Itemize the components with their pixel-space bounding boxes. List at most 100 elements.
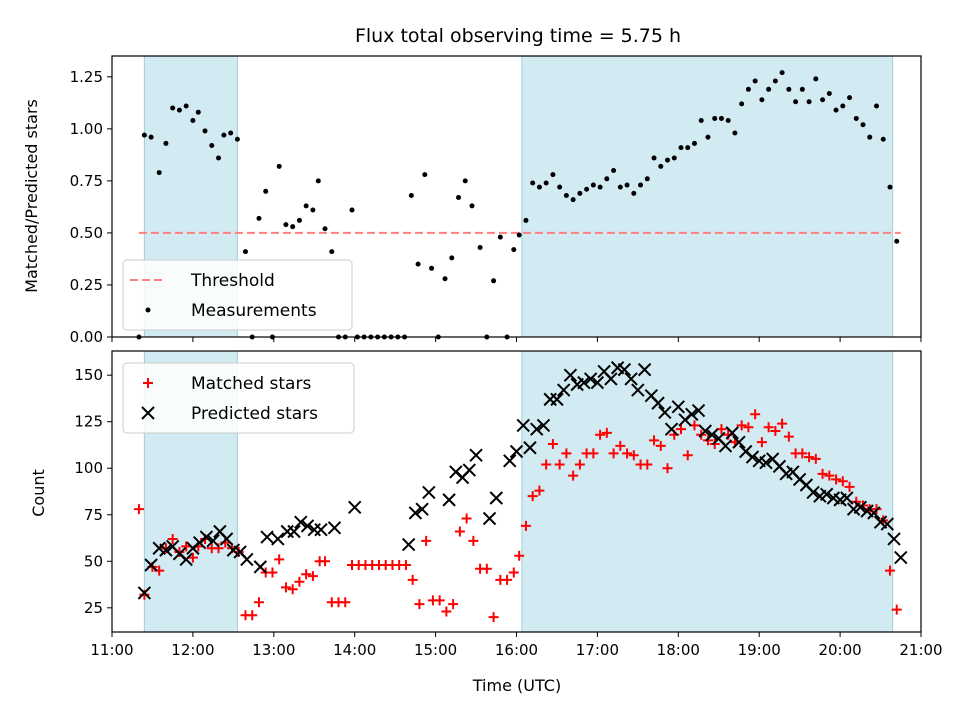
matched-point — [301, 569, 312, 580]
measurement-point — [256, 215, 262, 221]
x-tick-label: 12:00 — [171, 641, 214, 659]
measurement-point — [590, 182, 596, 188]
predicted-point — [759, 455, 773, 470]
measurement-point — [772, 78, 778, 84]
measurement-point — [880, 136, 886, 142]
measurement-point — [422, 172, 428, 178]
measurement-point — [195, 109, 201, 115]
x-tick-label: 13:00 — [252, 641, 295, 659]
x-tick-label: 19:00 — [738, 641, 781, 659]
predicted-point — [819, 487, 834, 501]
matched-point — [622, 448, 633, 459]
predicted-point — [271, 532, 285, 546]
matched-point — [554, 459, 565, 470]
legend-matched-swatch — [143, 378, 153, 388]
matched-point — [287, 584, 298, 595]
measurement-point — [170, 105, 176, 111]
matched-point — [514, 550, 525, 561]
predicted-point — [550, 392, 564, 407]
x-tick-label: 16:00 — [495, 641, 538, 659]
measurement-point — [296, 217, 302, 223]
measurement-point — [799, 86, 805, 92]
measurement-point — [759, 97, 765, 103]
measurement-point — [408, 192, 414, 198]
measurement-point — [202, 128, 208, 134]
measurement-point — [456, 195, 462, 201]
y-tick-label: 50 — [84, 552, 103, 570]
matched-point — [508, 567, 519, 578]
predicted-point — [482, 511, 497, 526]
measurement-point — [349, 207, 355, 213]
measurement-point — [597, 184, 603, 190]
measurement-point — [228, 130, 234, 136]
measurement-point — [611, 167, 617, 173]
measurement-point — [752, 78, 758, 84]
y-tick-label: 0.50 — [70, 224, 103, 242]
measurement-point — [148, 134, 154, 140]
matched-point — [891, 604, 902, 615]
predicted-point — [469, 448, 483, 462]
y-tick-label: 1.25 — [70, 68, 103, 86]
measurement-point — [577, 190, 583, 196]
x-tick-label: 15:00 — [414, 641, 457, 659]
measurement-point — [786, 86, 792, 92]
measurement-point — [685, 145, 691, 151]
measurement-point — [638, 182, 644, 188]
measurement-point — [617, 184, 623, 190]
measurement-point — [469, 203, 475, 209]
matched-point — [628, 450, 639, 461]
predicted-point — [691, 403, 706, 418]
predicted-point — [516, 418, 530, 433]
predicted-point — [806, 485, 820, 500]
measurement-point — [234, 136, 240, 142]
measurement-point — [290, 224, 296, 230]
plot-frame — [111, 350, 922, 633]
matched-point — [777, 418, 788, 429]
measurement-point — [283, 222, 289, 228]
legend-label: Threshold — [190, 271, 275, 291]
predicted-point — [199, 530, 214, 544]
measurement-point — [570, 197, 576, 203]
measurement-point — [712, 115, 718, 121]
predicted-point — [651, 396, 665, 410]
legend-box — [122, 259, 353, 331]
matched-point — [797, 448, 808, 459]
measurement-point — [820, 97, 826, 103]
matched-point — [274, 554, 285, 565]
predicted-point — [523, 441, 537, 455]
matched-point — [608, 448, 619, 459]
matched-point — [702, 435, 713, 446]
predicted-point — [624, 372, 638, 386]
predicted-point — [260, 530, 274, 544]
measurement-point — [329, 249, 335, 255]
predicted-point — [617, 362, 632, 377]
predicted-point — [725, 426, 739, 440]
measurement-point — [310, 207, 316, 213]
predicted-point — [206, 534, 220, 548]
predicted-point — [287, 524, 301, 539]
observing-window — [521, 55, 894, 338]
predicted-point — [347, 500, 362, 515]
matched-point — [340, 597, 351, 608]
measurement-point — [867, 134, 873, 140]
matched-point — [139, 589, 150, 600]
measurement-point — [887, 184, 893, 190]
matched-point — [320, 556, 331, 567]
measurement-point — [671, 155, 677, 161]
matched-point — [488, 612, 499, 623]
measurement-point — [665, 157, 671, 163]
measurement-point — [462, 178, 468, 184]
measurement-point — [156, 170, 162, 176]
matched-point — [615, 440, 626, 451]
measurement-point — [826, 90, 832, 96]
y-tick-label: 0.75 — [70, 172, 103, 190]
measurement-point — [216, 155, 222, 161]
predicted-point — [658, 405, 672, 420]
y-tick-label: 25 — [84, 599, 103, 617]
measurement-point — [624, 182, 630, 188]
predicted-point — [509, 444, 524, 459]
measurement-point — [491, 278, 497, 284]
y-tick-label: 75 — [84, 506, 103, 524]
matched-point — [675, 424, 686, 435]
